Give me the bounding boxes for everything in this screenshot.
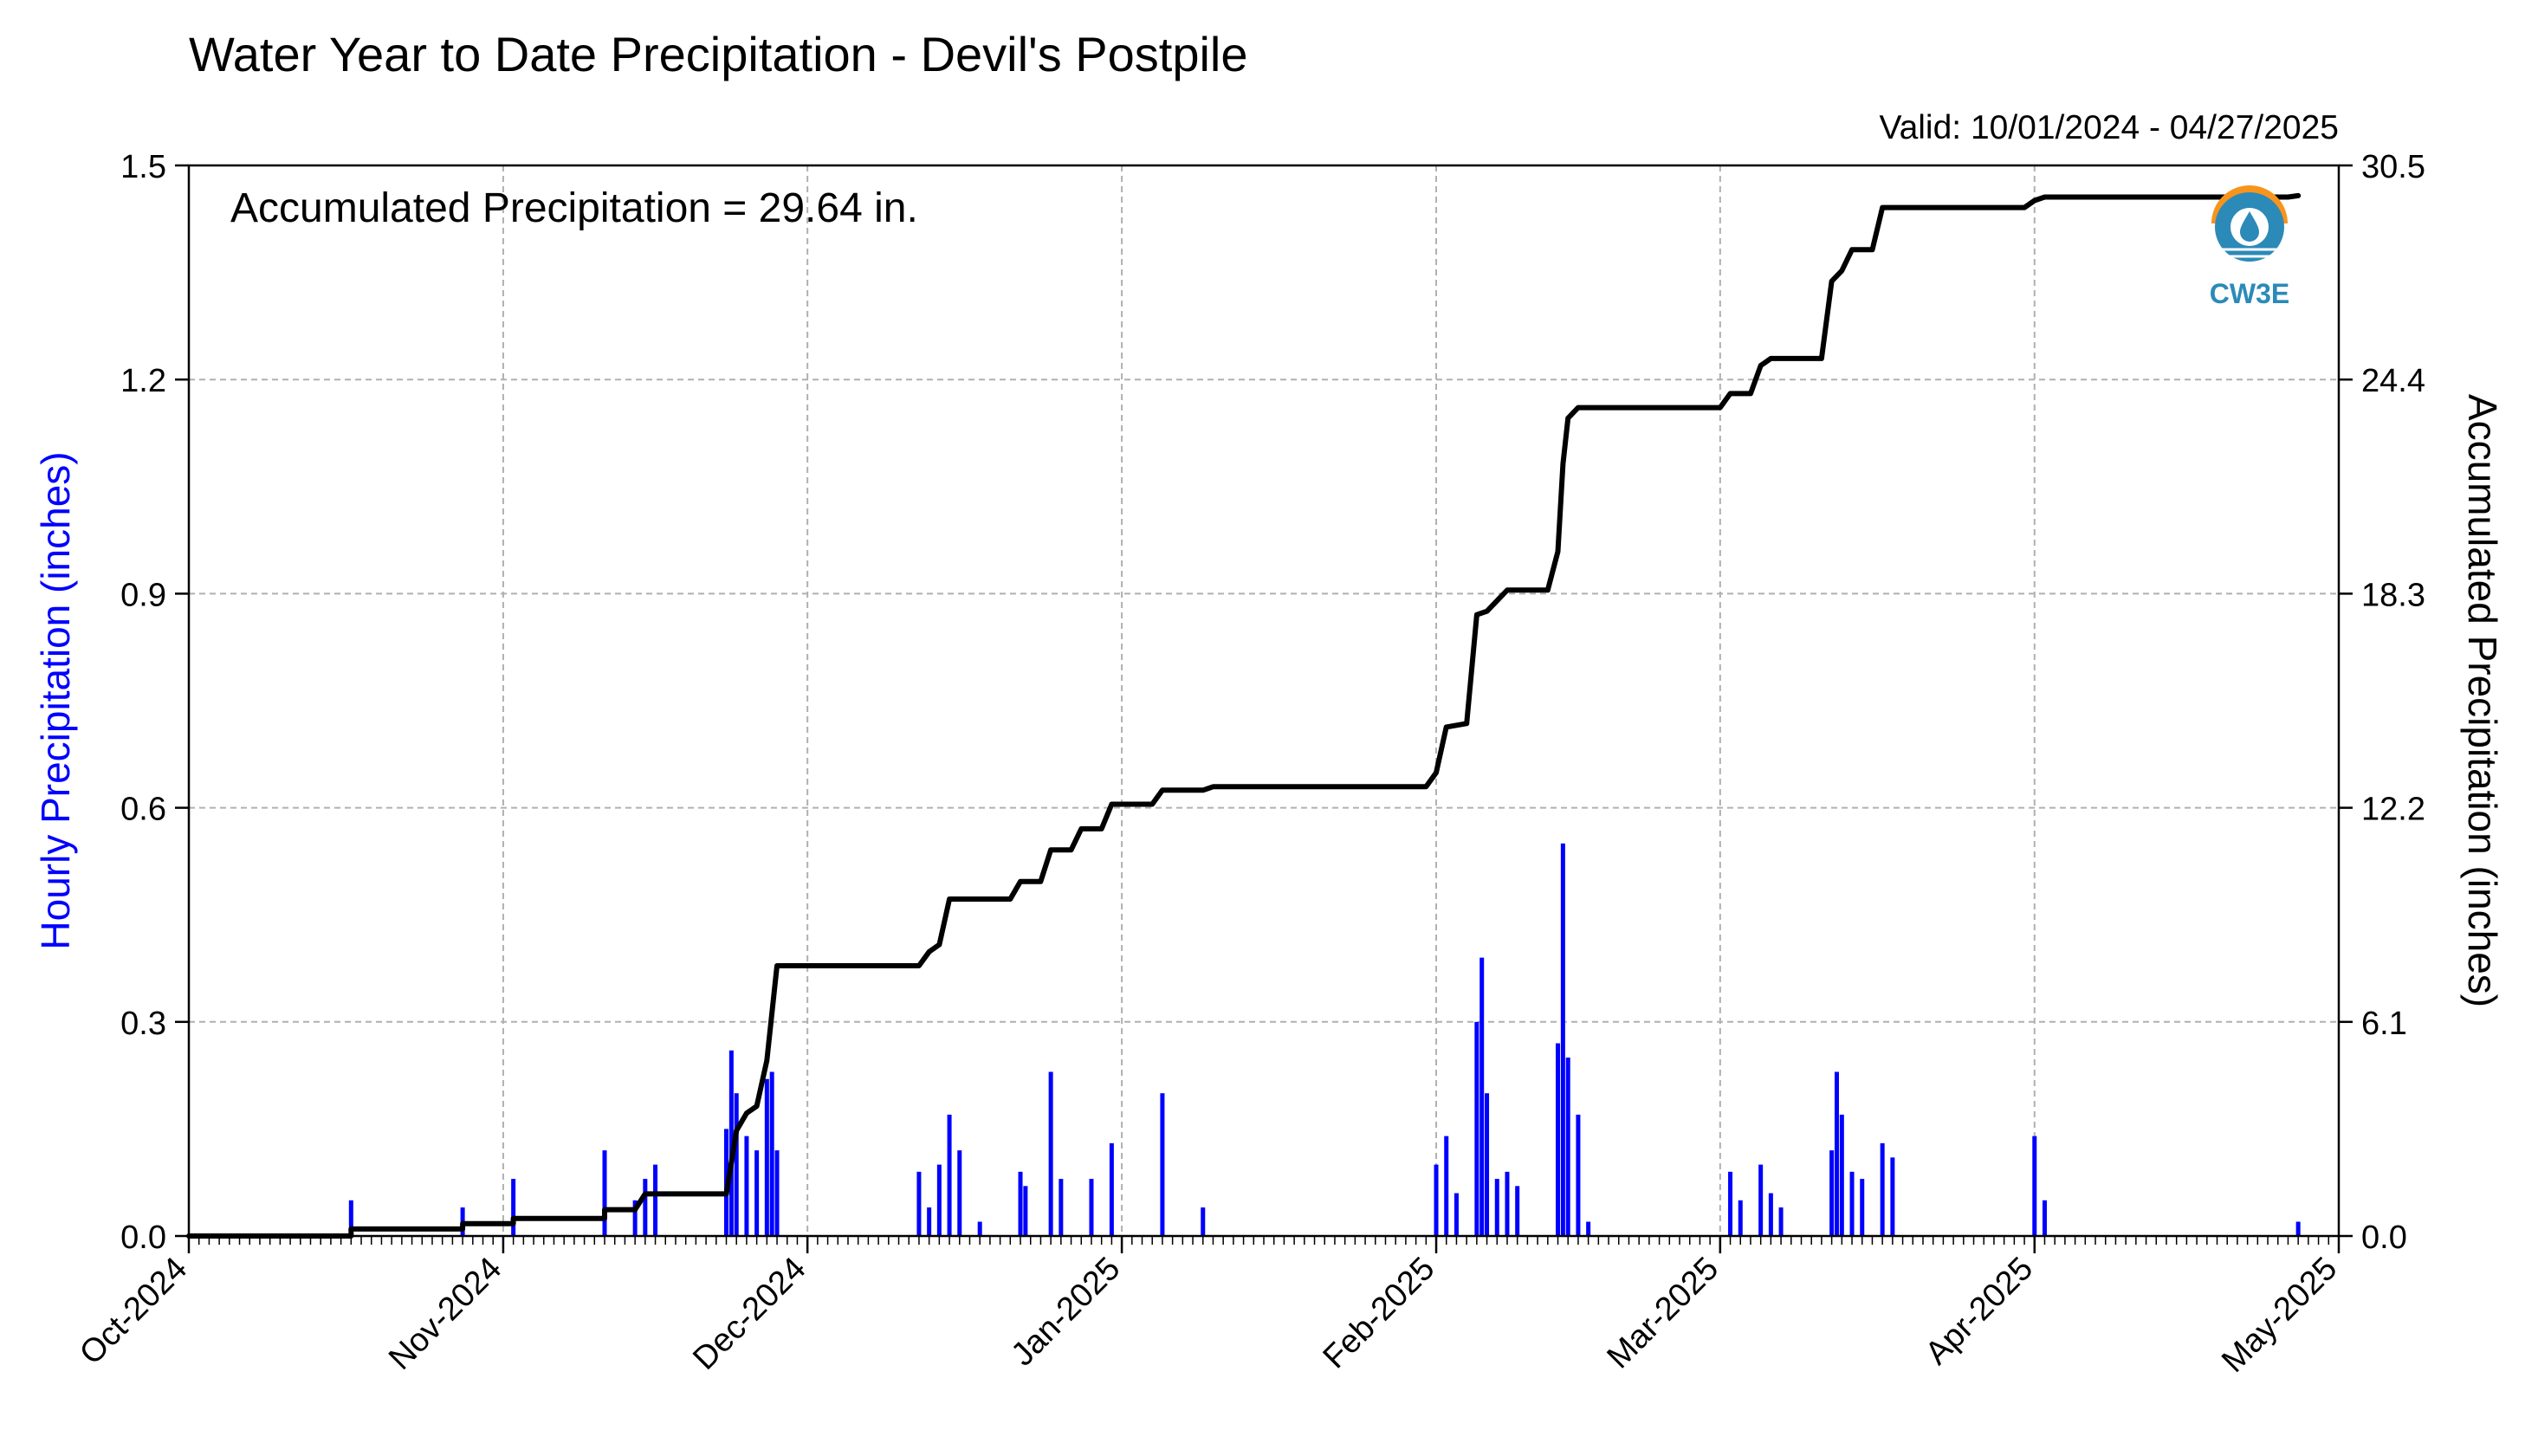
- hourly-bar: [1778, 1207, 1784, 1236]
- hourly-bar: [1434, 1164, 1439, 1236]
- y-axis-left-label: Hourly Precipitation (inches): [33, 451, 78, 949]
- hourly-bar: [653, 1164, 658, 1236]
- hourly-bar: [1059, 1179, 1064, 1236]
- valid-date-range: Valid: 10/01/2024 - 04/27/2025: [1879, 109, 2339, 146]
- hourly-bar: [936, 1164, 942, 1236]
- hourly-bar: [1505, 1171, 1510, 1236]
- hourly-bar: [1829, 1150, 1835, 1236]
- hourly-bar: [1880, 1142, 1885, 1236]
- hourly-bar: [643, 1179, 648, 1236]
- hourly-bar: [728, 1050, 734, 1236]
- hourly-bar: [1494, 1179, 1499, 1236]
- y-right-tick-label: 0.0: [2361, 1220, 2407, 1256]
- y-right-tick-label: 30.5: [2361, 149, 2425, 185]
- hourly-bar: [2032, 1136, 2037, 1236]
- hourly-bar: [1758, 1164, 1764, 1236]
- hourly-bar: [2295, 1221, 2301, 1236]
- hourly-bar: [947, 1114, 952, 1236]
- hourly-bar: [977, 1221, 982, 1236]
- hourly-bar: [2042, 1200, 2047, 1236]
- hourly-bar: [511, 1179, 516, 1236]
- chart-title: Water Year to Date Precipitation - Devil…: [189, 27, 1248, 81]
- hourly-bar: [1556, 1043, 1561, 1236]
- hourly-bar: [769, 1071, 774, 1236]
- y-right-tick-label: 18.3: [2361, 577, 2425, 613]
- hourly-bar: [602, 1150, 607, 1236]
- grid-lines: [189, 165, 2339, 1236]
- hourly-bar: [1839, 1114, 1844, 1236]
- hourly-bar: [754, 1150, 760, 1236]
- hourly-bar: [734, 1093, 739, 1236]
- hourly-bar: [1565, 1058, 1570, 1236]
- accumulated-annotation: Accumulated Precipitation = 29.64 in.: [230, 185, 918, 231]
- cw3e-logo: CW3E: [2210, 185, 2289, 309]
- accumulated-series-line: [186, 192, 2302, 1239]
- hourly-bar: [1479, 957, 1485, 1236]
- y-axis-right-label: Accumulated Precipitation (inches): [2460, 394, 2505, 1007]
- hourly-bar: [1890, 1157, 1895, 1236]
- hourly-bar: [1201, 1207, 1206, 1236]
- hourly-bar: [1860, 1179, 1865, 1236]
- y-right-tick-label: 12.2: [2361, 792, 2425, 828]
- hourly-bar: [1576, 1114, 1581, 1236]
- y-left-tick-label: 0.3: [120, 1006, 166, 1042]
- accumulated-line: [186, 192, 2302, 1239]
- hourly-bar: [744, 1136, 749, 1236]
- hourly-bar: [348, 1200, 353, 1236]
- hourly-bar: [774, 1150, 780, 1236]
- y-right-tick-label: 6.1: [2361, 1006, 2407, 1042]
- hourly-bar: [1849, 1171, 1855, 1236]
- hourly-bar: [632, 1200, 638, 1236]
- hourly-bar: [1160, 1093, 1165, 1236]
- hourly-bar: [1728, 1171, 1733, 1236]
- hourly-bar: [1453, 1193, 1459, 1236]
- y-left-tick-label: 1.2: [120, 363, 166, 399]
- hourly-bar: [1023, 1186, 1028, 1236]
- hourly-bar: [1560, 843, 1565, 1236]
- y-left-tick-label: 0.0: [120, 1220, 166, 1256]
- hourly-bar: [1474, 1021, 1479, 1236]
- hourly-bar: [927, 1207, 932, 1236]
- hourly-bar: [1586, 1221, 1591, 1236]
- y-left-tick-label: 0.9: [120, 577, 166, 613]
- hourly-bar: [957, 1150, 962, 1236]
- y-right-tick-label: 24.4: [2361, 363, 2425, 399]
- hourly-bar: [1444, 1136, 1449, 1236]
- hourly-bar: [1109, 1142, 1114, 1236]
- y-left-tick-label: 0.6: [120, 792, 166, 828]
- hourly-bar: [1089, 1179, 1094, 1236]
- y-left-tick-label: 1.5: [120, 149, 166, 185]
- hourly-bar: [1768, 1193, 1773, 1236]
- hourly-bar: [1048, 1071, 1053, 1236]
- hourly-bar: [1834, 1071, 1839, 1236]
- hourly-bar: [916, 1171, 922, 1236]
- hourly-bar: [1738, 1200, 1743, 1236]
- hourly-bar: [764, 1078, 769, 1236]
- hourly-bar: [1515, 1186, 1520, 1236]
- logo-drop-icon: [2240, 211, 2259, 242]
- logo-text: CW3E: [2210, 278, 2289, 309]
- hourly-bar: [1018, 1171, 1023, 1236]
- hourly-bar: [1485, 1093, 1490, 1236]
